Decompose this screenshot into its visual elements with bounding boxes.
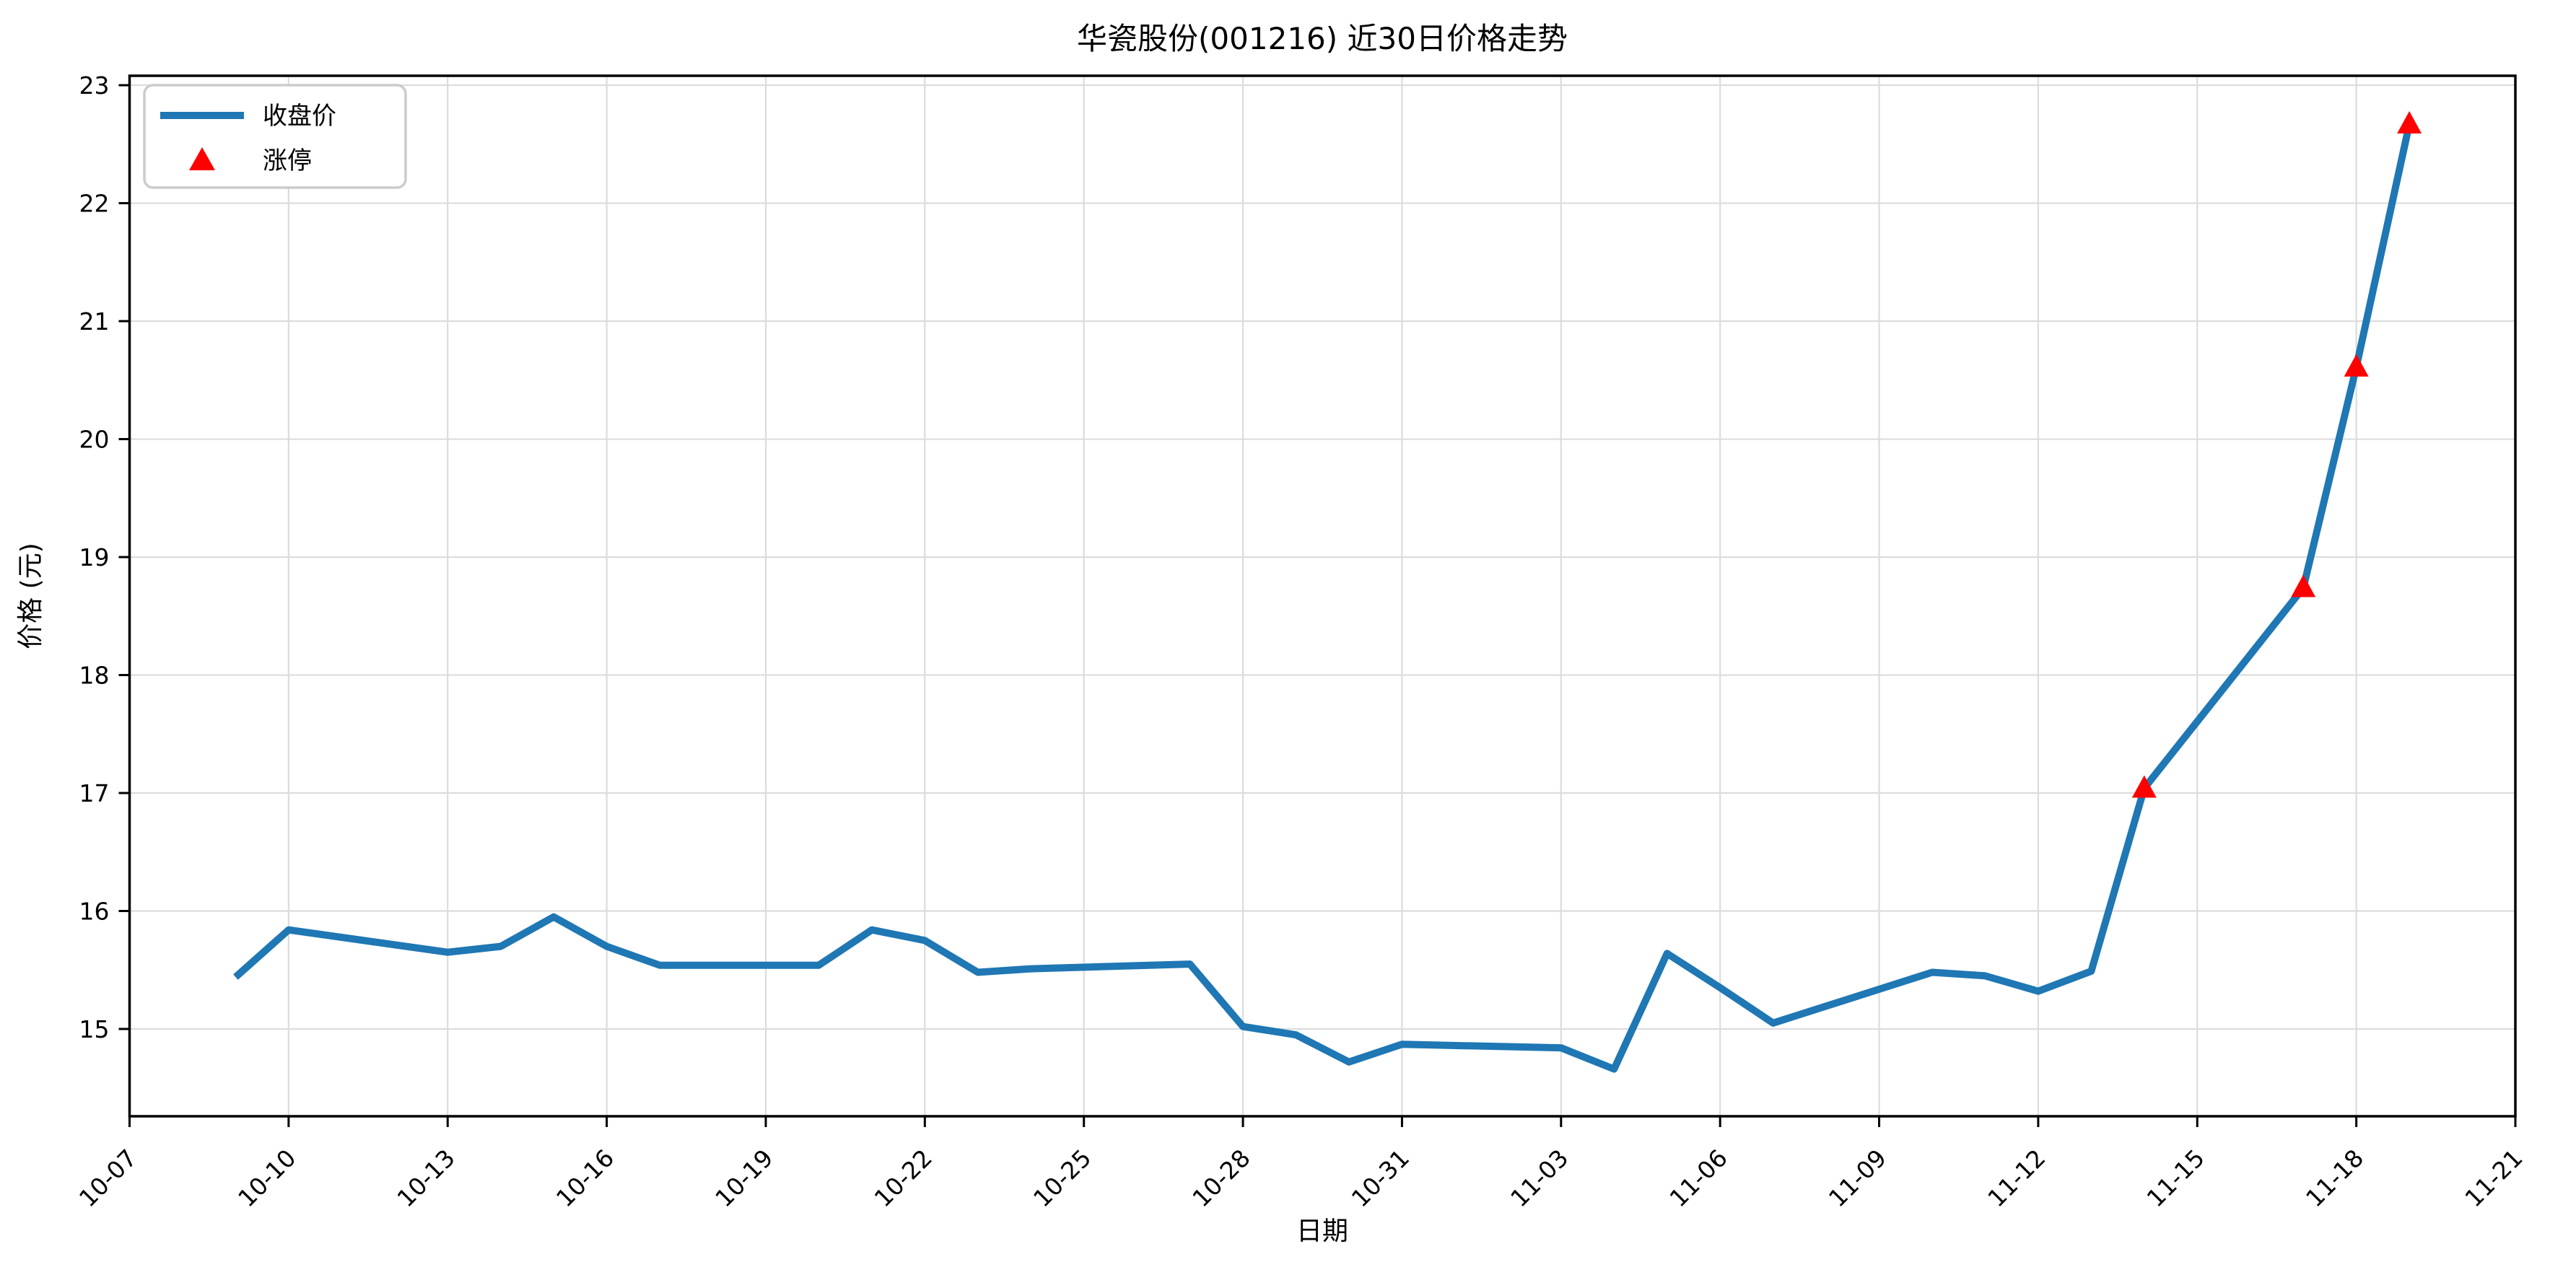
x-tick-label: 11-09: [1823, 1144, 1892, 1212]
y-tick-label: 18: [79, 662, 110, 690]
x-tick-label: 10-19: [710, 1144, 778, 1212]
x-tick-label: 10-22: [869, 1144, 938, 1212]
x-axis-label: 日期: [1296, 1217, 1348, 1246]
x-tick-label: 10-28: [1187, 1144, 1255, 1212]
x-tick-label: 10-31: [1346, 1144, 1415, 1212]
legend: 收盘价 涨停: [143, 84, 407, 189]
x-tick-label: 11-15: [2141, 1144, 2210, 1212]
legend-label-close-price: 收盘价: [263, 102, 336, 131]
x-tick-label: 11-18: [2300, 1144, 2369, 1212]
x-tick-label: 11-21: [2459, 1144, 2528, 1212]
x-tick-label: 10-13: [392, 1144, 460, 1212]
y-tick-label: 22: [79, 190, 110, 218]
limit-up-marker: [2131, 775, 2157, 798]
x-tick-label: 11-03: [1505, 1144, 1573, 1212]
y-tick-label: 17: [79, 779, 110, 807]
y-tick-label: 19: [79, 543, 110, 571]
plot-border: [128, 74, 2517, 1118]
close-price-line: [233, 123, 2413, 1073]
axis-ticks: [118, 84, 2517, 1127]
y-tick-label: 20: [79, 426, 110, 454]
y-tick-label: 15: [79, 1015, 110, 1043]
limit-up-marker: [2344, 354, 2369, 377]
y-tick-label: 23: [79, 71, 110, 100]
y-tick-label: 16: [79, 898, 110, 926]
chart-title: 华瓷股份(001216) 近30日价格走势: [1077, 21, 1568, 56]
x-tick-label: 10-25: [1028, 1144, 1096, 1212]
x-tick-label: 11-12: [1982, 1144, 2051, 1212]
limit-up-marker: [2397, 111, 2422, 134]
y-axis-label: 价格 (元): [16, 543, 45, 649]
limit-up-marker-layer: [2131, 111, 2422, 798]
x-tick-label: 10-10: [232, 1144, 301, 1212]
legend-label-limit-up: 涨停: [263, 146, 312, 175]
x-tick-label: 10-16: [551, 1144, 619, 1212]
gridlines: [128, 76, 2517, 1116]
close-price-line-layer: [233, 123, 2413, 1073]
legend-limit-up-triangle-icon: [189, 147, 215, 170]
axis-tick-labels: 10-07 10-10 10-13 10-16 10-19 10-22 10-25 10-28…: [74, 71, 2528, 1212]
y-tick-label: 21: [79, 307, 110, 336]
x-tick-label: 10-07: [74, 1144, 142, 1212]
x-tick-label: 11-06: [1664, 1144, 1732, 1212]
limit-up-marker: [2291, 574, 2316, 597]
